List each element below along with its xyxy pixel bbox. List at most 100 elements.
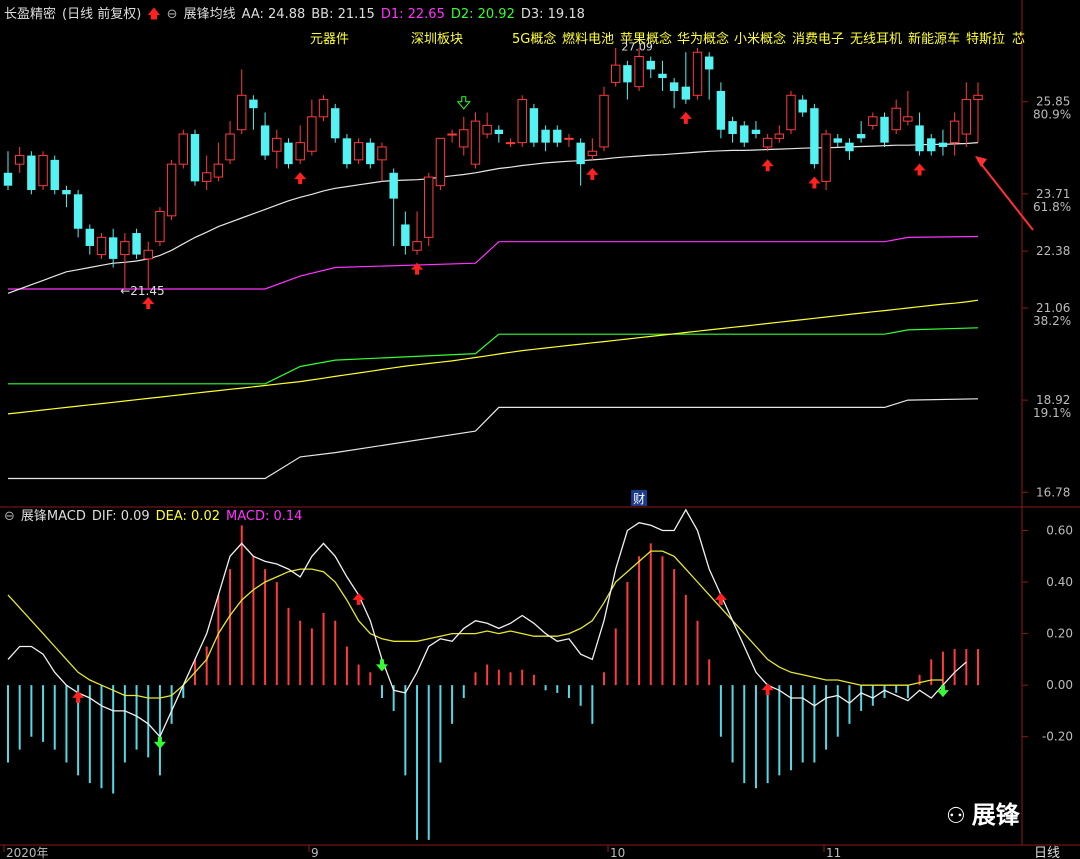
sector-tag-9[interactable]: 新能源车	[908, 32, 961, 47]
candle-body-9	[108, 237, 118, 259]
candle-body-77	[903, 116, 913, 122]
candle-body-71	[833, 138, 842, 143]
sector-tag-10[interactable]: 特斯拉	[966, 32, 1006, 47]
buy-signal-2	[411, 262, 424, 275]
candle-body-62	[728, 121, 737, 135]
watermark-text: 展锋	[971, 801, 1020, 829]
sector-tag-8[interactable]: 无线耳机	[850, 32, 903, 47]
candle-body-63	[740, 125, 749, 143]
buy-signal-1	[294, 172, 307, 185]
sector-tag-6[interactable]: 小米概念	[734, 32, 787, 47]
fib-label-4: 19.1%	[1033, 406, 1071, 420]
macd-dea: DEA: 0.02	[155, 509, 221, 524]
candle-body-73	[856, 134, 866, 139]
price-label-4: 18.92	[1036, 393, 1070, 407]
sector-tag-0[interactable]: 元器件	[310, 32, 350, 47]
buy-signal-6	[808, 176, 821, 189]
candle-body-48	[564, 137, 574, 140]
candle-body-32	[377, 146, 387, 161]
price-label-3: 21.06	[1036, 301, 1070, 315]
candle-body-46	[541, 129, 550, 143]
macd-dea-line	[7, 550, 943, 699]
candle-body-2	[27, 155, 36, 190]
candle-body-69	[810, 108, 819, 165]
candle-body-78	[915, 125, 924, 152]
macd-label-1: 0.40	[1046, 575, 1073, 589]
candle-body-14	[166, 163, 177, 217]
time-label-2: 10	[610, 846, 625, 859]
candle-body-58	[681, 86, 691, 100]
sector-tag-11[interactable]: 芯	[1012, 32, 1026, 47]
time-label-1: 9	[311, 846, 319, 859]
sector-tag-7[interactable]: 消费电子	[792, 32, 845, 47]
macd-buy-1	[352, 592, 365, 605]
macd-buy-3	[761, 683, 774, 696]
price-label-2: 22.38	[1036, 244, 1070, 258]
indicator-value-4: D3: 19.18	[520, 7, 585, 22]
candle-body-59	[692, 51, 703, 96]
sector-tag-5[interactable]: 华为概念	[677, 32, 730, 47]
candle-body-26	[307, 116, 317, 152]
candle-body-68	[798, 99, 807, 113]
price-label-5: 16.78	[1036, 485, 1070, 499]
chart-mode: (日线 前复权)	[62, 7, 142, 22]
sector-tag-3[interactable]: 燃料电池	[562, 32, 615, 47]
indicator-toggle-icon[interactable]: ⊖	[166, 7, 178, 22]
buy-signal-7	[913, 163, 926, 176]
stock-name[interactable]: 长盈精密	[4, 7, 57, 22]
sector-tag-2[interactable]: 5G概念	[512, 32, 557, 47]
candle-body-29	[342, 138, 352, 165]
macd-sell-0	[153, 736, 166, 749]
candle-body-17	[201, 172, 212, 182]
event-badge: 财	[633, 492, 645, 506]
candle-body-40	[470, 120, 481, 165]
time-label-3: 11	[826, 846, 841, 859]
pointer-arrow-head	[975, 156, 987, 167]
up-arrow-icon: 🡅	[147, 7, 161, 22]
macd-sell-1	[375, 659, 388, 672]
macd-name[interactable]: 展锋MACD	[20, 509, 86, 524]
candle-body-42	[494, 129, 504, 135]
candle-body-81	[949, 120, 960, 144]
fib-label-0: 80.9%	[1033, 108, 1071, 122]
candle-body-7	[85, 228, 95, 246]
event-badge-bg	[631, 490, 648, 506]
macd-dif: DIF: 0.09	[91, 509, 150, 524]
candle-body-10	[120, 241, 130, 256]
macd-toggle-icon[interactable]: ⊖	[4, 509, 15, 524]
candle-body-76	[891, 107, 901, 131]
candle-body-16	[190, 134, 200, 182]
candle-body-66	[774, 133, 785, 139]
macd-label-4: -0.20	[1042, 730, 1073, 744]
wechat-icon: ⚇	[946, 804, 966, 829]
sector-tag-1[interactable]: 深圳板块	[411, 32, 464, 47]
candle-body-41	[482, 124, 492, 135]
buy-signal-3	[586, 167, 599, 180]
macd-label-3: 0.00	[1046, 678, 1073, 692]
candle-body-11	[132, 233, 141, 255]
candle-body-4	[50, 159, 59, 190]
candle-body-64	[751, 129, 761, 135]
candle-body-50	[587, 150, 598, 157]
macd-label-2: 0.20	[1046, 627, 1073, 641]
candle-body-82	[961, 99, 972, 135]
sector-tag-4[interactable]: 苹果概念	[620, 32, 673, 47]
candle-body-47	[553, 129, 562, 143]
indicator-values: AA: 24.88 BB: 21.15 D1: 22.65 D2: 20.92 D3: …	[242, 7, 591, 22]
candle-body-0	[3, 172, 13, 186]
candle-body-35	[412, 241, 422, 251]
candle-body-31	[366, 142, 375, 165]
price-label-1: 23.71	[1036, 187, 1070, 201]
candle-body-28	[331, 108, 340, 139]
buy-signal-4	[679, 111, 692, 124]
candle-body-79	[927, 138, 936, 152]
macd-value: MACD: 0.14	[226, 509, 303, 524]
indicator-name[interactable]: 展锋均线	[183, 7, 236, 22]
candle-body-12	[143, 249, 153, 260]
macd-buy-0	[72, 690, 85, 703]
candle-body-23	[272, 137, 282, 152]
candle-body-51	[599, 94, 609, 148]
line-D2	[8, 327, 979, 385]
